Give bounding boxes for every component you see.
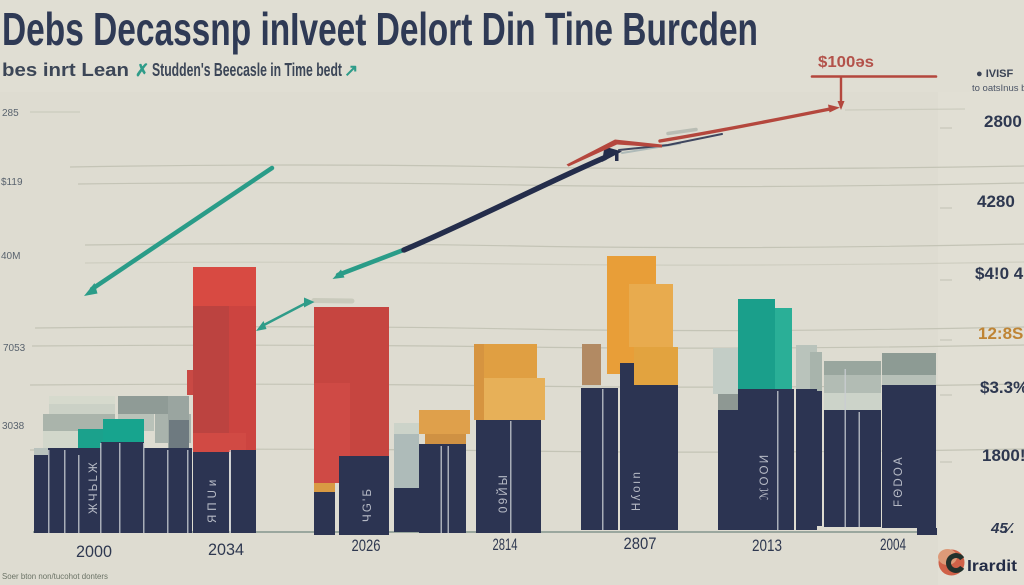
svg-text:2034: 2034 (208, 541, 244, 559)
svg-text:2807: 2807 (624, 535, 657, 553)
svg-text:40M: 40M (1, 251, 20, 262)
svg-text:ЖЧЬLЖ: ЖЧЬLЖ (88, 460, 100, 514)
svg-text:↗: ↗ (344, 61, 358, 80)
svg-text:to oatsInus b: to oatsInus b (972, 83, 1024, 94)
svg-text:● IVISF: ● IVISF (976, 68, 1013, 80)
svg-text:2013: 2013 (752, 537, 782, 555)
svg-text:$100əs: $100əs (818, 54, 874, 71)
svg-text:285: 285 (2, 108, 19, 119)
svg-text:1800!: 1800! (982, 446, 1024, 465)
svg-text:$119: $119 (1, 177, 23, 188)
svg-text:45⁄.: 45⁄. (990, 520, 1015, 537)
svg-text:2814: 2814 (493, 536, 518, 554)
svg-text:2004: 2004 (880, 536, 906, 554)
svg-text:2000: 2000 (76, 543, 112, 561)
svg-text:12:8S: 12:8S (978, 324, 1023, 343)
svg-text:$3.3%: $3.3% (980, 378, 1024, 397)
svg-text:7053: 7053 (3, 343, 26, 354)
svg-text:2026: 2026 (352, 537, 381, 555)
svg-text:Hʎoın: Hʎoın (631, 470, 643, 511)
svg-text:ℳOOИ: ℳOOИ (758, 453, 771, 500)
svg-text:ЯПUи: ЯПUи (207, 476, 219, 523)
svg-text:4280: 4280 (977, 192, 1015, 211)
svg-text:ЧG'Б: ЧG'Б (362, 487, 374, 522)
svg-text:09ЙЫ: 09ЙЫ (497, 473, 510, 513)
svg-text:bes inrt Lean: bes inrt Lean (2, 59, 129, 80)
svg-text:Soer bton non/tucohot donters: Soer bton non/tucohot donters (2, 571, 108, 581)
svg-text:FΘDOА: FΘDOА (893, 455, 905, 507)
svg-text:Studden's Beecasle in Time bed: Studden's Beecasle in Time bedt (152, 59, 342, 80)
svg-text:Irardit: Irardit (967, 558, 1018, 575)
svg-text:3038: 3038 (2, 421, 25, 432)
svg-text:✗: ✗ (135, 61, 149, 80)
svg-text:$4!0 4: $4!0 4 (975, 264, 1024, 283)
svg-text:Debs Decassnp inIveet Delort D: Debs Decassnp inIveet Delort Din Tine Bu… (2, 3, 758, 55)
svg-text:2800: 2800 (984, 112, 1022, 131)
